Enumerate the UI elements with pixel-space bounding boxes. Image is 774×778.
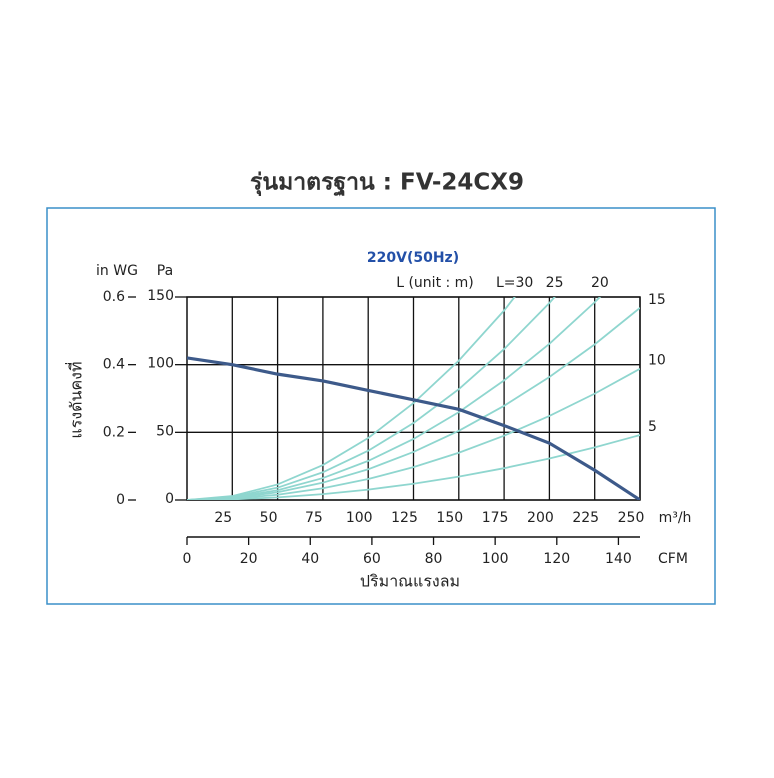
x-tick-label: 125 xyxy=(391,510,418,526)
x-tick-label: 225 xyxy=(572,510,599,526)
y2-unit: in WG xyxy=(96,263,138,279)
curve-label: 15 xyxy=(648,292,666,308)
system-curve xyxy=(187,297,516,500)
y-unit: Pa xyxy=(157,263,173,279)
system-curve xyxy=(187,297,556,500)
x-tick-label: 25 xyxy=(214,510,232,526)
x-tick-label: 75 xyxy=(305,510,323,526)
x2-unit: CFM xyxy=(658,551,688,567)
x2-tick-label: 80 xyxy=(425,551,443,567)
x-tick-label: 100 xyxy=(346,510,373,526)
curve-label: 5 xyxy=(648,419,657,435)
curve-label: 25 xyxy=(546,275,564,291)
x-tick-label: 200 xyxy=(527,510,554,526)
x2-tick-label: 120 xyxy=(543,551,570,567)
system-curve xyxy=(187,307,640,500)
curve-label: L=30 xyxy=(496,275,533,291)
x-tick-label: 175 xyxy=(482,510,509,526)
y-tick-label: 50 xyxy=(156,423,174,439)
x-tick-label: 250 xyxy=(618,510,645,526)
x2-tick-label: 20 xyxy=(240,551,258,567)
system-curve xyxy=(187,297,602,500)
y-tick-label: 0 xyxy=(165,491,174,507)
x2-tick-label: 0 xyxy=(183,551,192,567)
x-tick-label: 150 xyxy=(436,510,463,526)
x-tick-label: 50 xyxy=(260,510,278,526)
x2-tick-label: 140 xyxy=(605,551,632,567)
x-axis-label: ปริมาณแรงลม xyxy=(360,572,460,591)
x2-tick-label: 60 xyxy=(363,551,381,567)
x2-tick-label: 40 xyxy=(301,551,319,567)
y-tick-label: 150 xyxy=(147,288,174,304)
subtitle: 220V(50Hz) xyxy=(367,250,459,266)
fan-curve xyxy=(187,356,640,500)
x-unit: m³/h xyxy=(659,510,692,526)
y2-tick-label: 0.6 xyxy=(103,289,125,305)
y2-tick-label: 0.2 xyxy=(103,424,125,440)
x2-tick-label: 100 xyxy=(482,551,509,567)
curve-note: L (unit : m) xyxy=(396,275,474,291)
curve-label: 20 xyxy=(591,275,609,291)
system-curve xyxy=(187,434,640,500)
system-curve xyxy=(187,367,640,500)
curve-label: 10 xyxy=(648,353,666,369)
y2-tick-label: 0 xyxy=(116,492,125,508)
y-tick-label: 100 xyxy=(147,356,174,372)
y2-tick-label: 0.4 xyxy=(103,357,125,373)
y-axis-label: แรงดันคงที่ xyxy=(65,361,86,438)
chart-title: รุ่นมาตรฐาน : FV-24CX9 xyxy=(250,170,524,197)
frame xyxy=(46,207,716,605)
